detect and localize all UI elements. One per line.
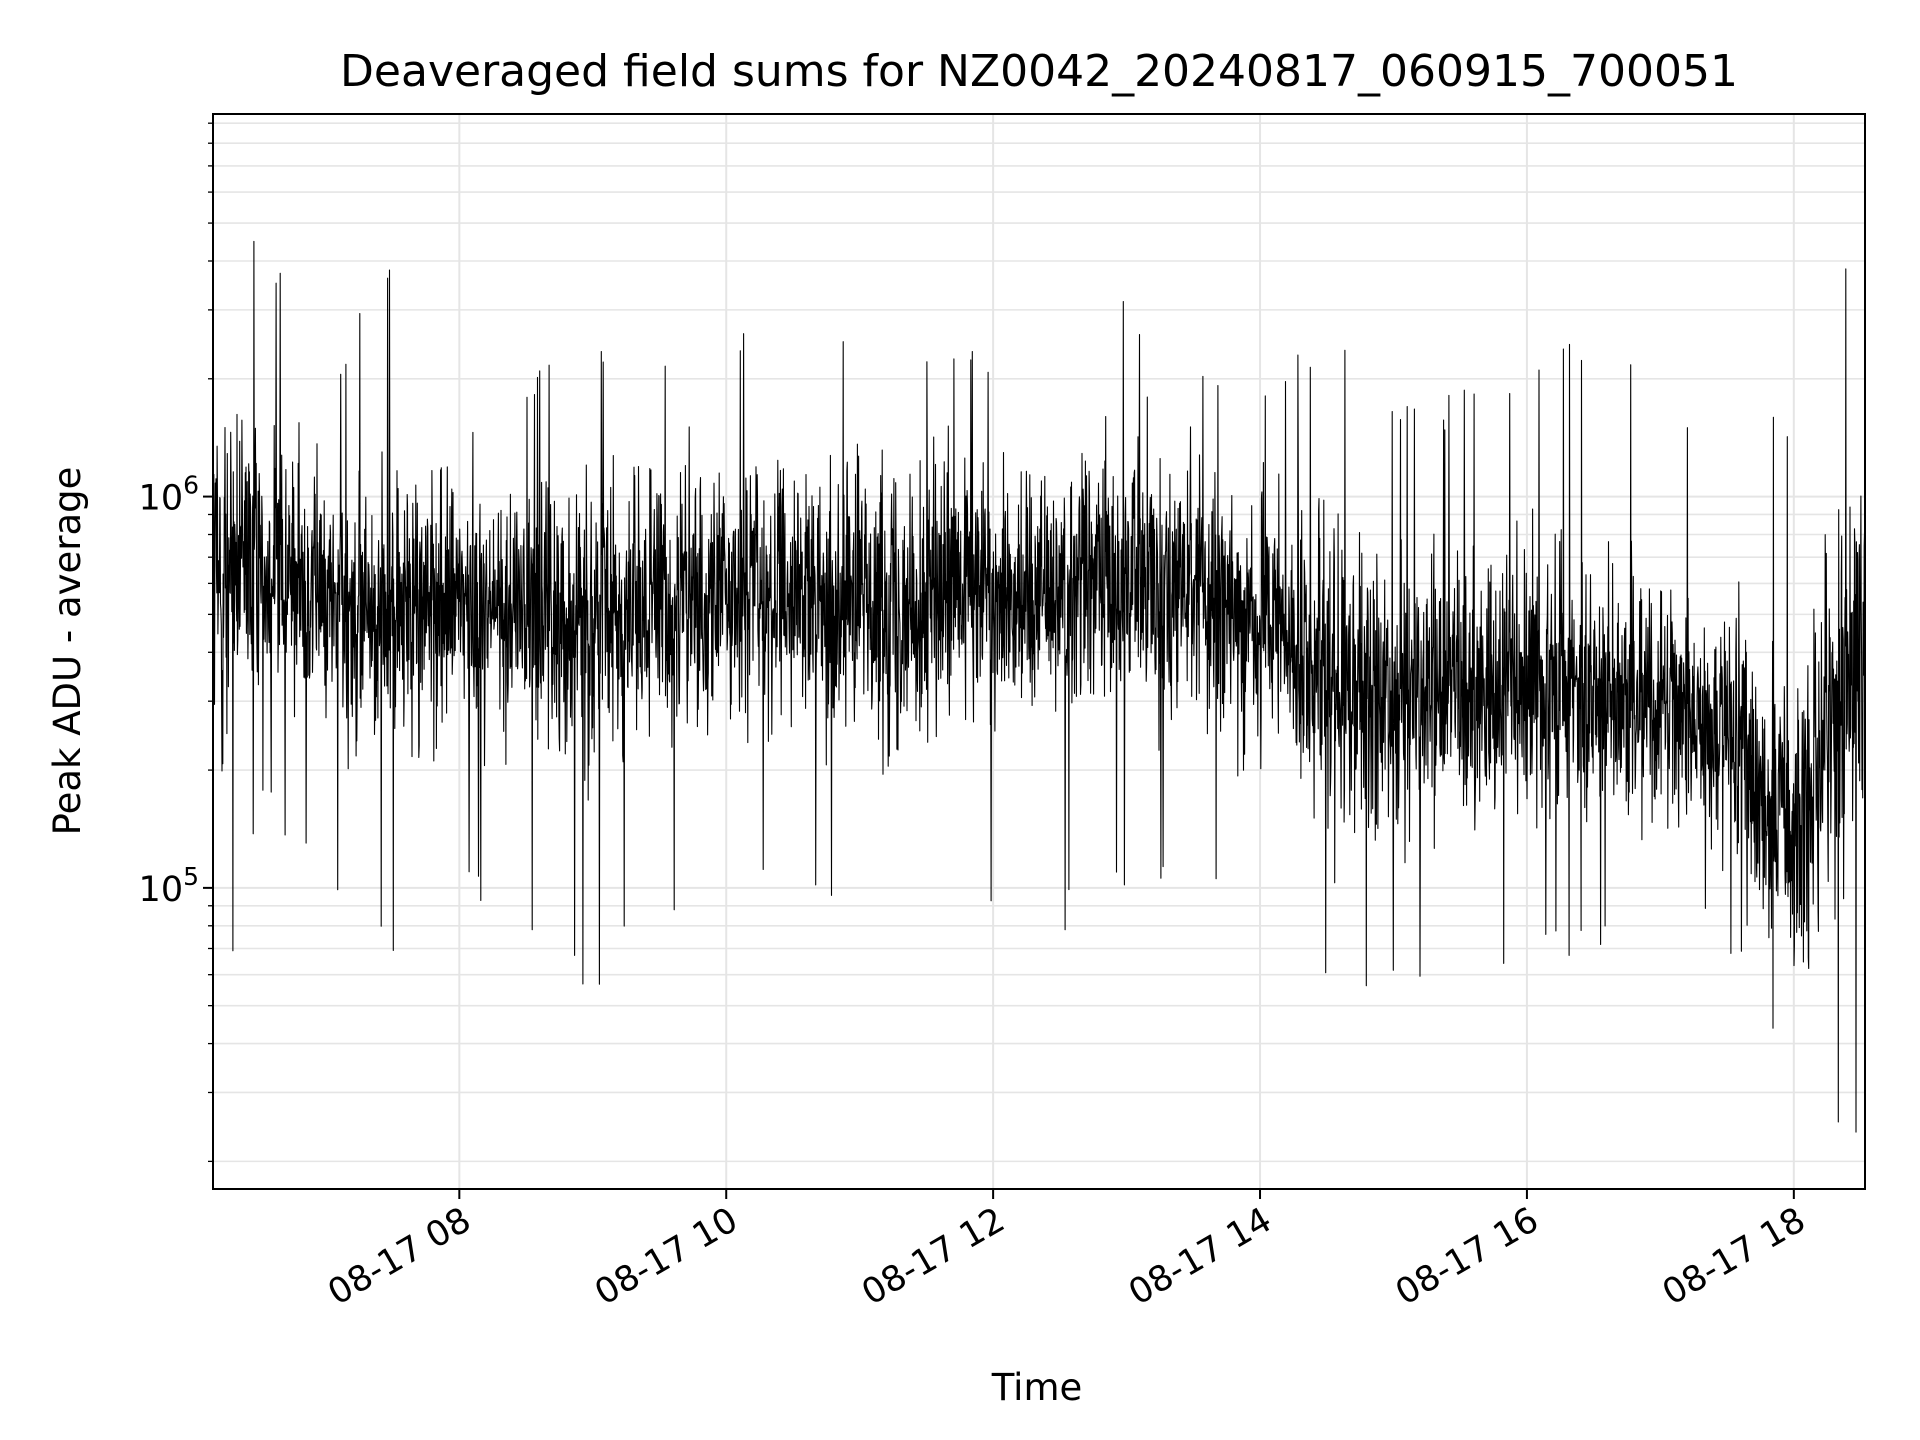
- y-tick-label: 106: [139, 471, 199, 519]
- series-layer: [212, 240, 1866, 1133]
- y-tick-label-exponent: 5: [183, 862, 199, 891]
- y-axis-label: Peak ADU - average: [46, 467, 89, 836]
- series-line: [212, 240, 1866, 1133]
- y-tick-label-base: 10: [139, 870, 184, 910]
- y-tick-label-exponent: 6: [183, 471, 199, 500]
- y-tick-label: 105: [139, 862, 199, 910]
- chart-title: Deaveraged field sums for NZ0042_2024081…: [340, 46, 1738, 97]
- y-tick-label-base: 10: [139, 479, 184, 519]
- plot-frame: [212, 113, 1866, 1190]
- x-axis-label: Time: [991, 1366, 1083, 1409]
